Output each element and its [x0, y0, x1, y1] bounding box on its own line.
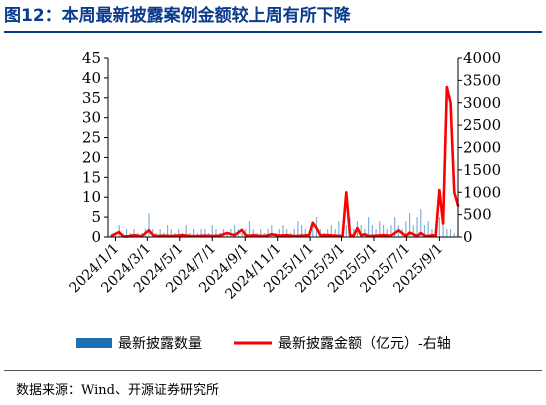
bar-count: [338, 221, 340, 237]
left-tick-label: 30: [82, 109, 101, 127]
bar-count: [442, 225, 444, 237]
bar-count: [327, 229, 329, 237]
bar-count: [371, 225, 373, 237]
bar-count: [286, 229, 288, 237]
bar-count: [234, 225, 236, 237]
bar-count: [446, 229, 448, 237]
right-tick-label: 3000: [463, 94, 501, 112]
bar-count: [241, 233, 243, 237]
bar-count: [211, 225, 213, 237]
bar-count: [312, 225, 314, 237]
bar-count: [166, 225, 169, 237]
bar-count: [297, 221, 299, 237]
left-tick-label: 15: [82, 168, 101, 186]
bar-count: [267, 229, 269, 237]
right-tick-label: 1500: [463, 161, 501, 179]
legend-swatch-bars: [76, 338, 112, 348]
line-layer: [110, 85, 460, 238]
bar-count: [248, 221, 251, 237]
bar-count: [390, 225, 392, 237]
left-tick-label: 45: [82, 49, 101, 67]
bar-count: [412, 225, 414, 237]
bar-count: [438, 217, 440, 237]
legend-label-count: 最新披露数量: [118, 336, 202, 352]
bar-count: [293, 229, 295, 237]
bar-count: [226, 233, 228, 237]
bar-count: [159, 229, 161, 237]
left-tick-label: 20: [82, 148, 101, 166]
right-tick-label: 2000: [463, 139, 501, 157]
bar-count: [148, 213, 150, 237]
legend: 最新披露数量 最新披露金额（亿元）-右轴: [76, 336, 451, 352]
bar-count: [200, 229, 202, 237]
left-tick-label: 35: [82, 89, 101, 107]
bar-count: [345, 225, 347, 237]
bar-count: [204, 229, 206, 237]
bar-count: [126, 229, 128, 237]
bar-count: [449, 229, 452, 237]
chart-canvas: 0 5 10 15 2025 30 35 40 45 0 500 1000 1500 2000 2500 30…: [66, 49, 501, 352]
bar-count: [379, 221, 381, 237]
axes-layer: 0 5 10 15 2025 30 35 40 45 0 500 1000 1500 2000 2500 30…: [66, 49, 501, 303]
bar-count: [260, 229, 262, 237]
bar-count: [271, 225, 273, 237]
bar-count: [423, 225, 426, 237]
bar-count: [185, 225, 187, 237]
bar-count: [252, 229, 254, 237]
figure-title: 图12：本周最新披露案例金额较上周有所下降: [4, 6, 351, 26]
bar-count: [170, 229, 172, 237]
series-line-amount: [110, 85, 460, 238]
bar-count: [215, 229, 217, 237]
bar-count: [304, 229, 306, 237]
right-tick-label: 1000: [463, 183, 501, 201]
bar-count: [416, 217, 418, 237]
right-tick-label: 500: [463, 206, 492, 224]
legend-label-amount: 最新披露金额（亿元）-右轴: [278, 336, 451, 352]
bar-count: [453, 233, 455, 237]
bar-count: [368, 217, 370, 237]
bar-count: [282, 225, 284, 237]
bar-count: [133, 229, 135, 237]
bar-count: [301, 225, 303, 237]
right-tick-label: 0: [463, 228, 473, 246]
bar-count: [394, 217, 396, 237]
bar-count: [427, 221, 429, 237]
bars-layer: [114, 209, 455, 237]
bar-count: [405, 221, 407, 237]
left-tick-label: 25: [82, 129, 101, 147]
right-tick-label: 3500: [463, 71, 501, 89]
right-tick-label: 2500: [463, 116, 501, 134]
left-tick-label: 0: [91, 228, 101, 246]
bar-count: [420, 209, 422, 237]
footer-divider: [4, 370, 542, 371]
bar-count: [330, 225, 332, 237]
bar-count: [382, 225, 385, 237]
bar-count: [431, 229, 433, 237]
right-tick-label: 4000: [463, 49, 501, 67]
data-source-note: 数据来源：Wind、开源证券研究所: [16, 383, 219, 398]
bar-count: [334, 229, 336, 237]
bar-count: [375, 229, 377, 237]
bar-count: [178, 229, 180, 237]
bar-count: [278, 229, 280, 237]
bar-count: [193, 229, 195, 237]
bar-count: [409, 213, 411, 237]
left-tick-label: 5: [91, 208, 101, 226]
title-underline: [4, 31, 542, 33]
left-tick-label: 40: [82, 69, 101, 87]
left-tick-label: 10: [82, 188, 101, 206]
bar-count: [386, 229, 388, 237]
bar-count: [360, 225, 362, 237]
